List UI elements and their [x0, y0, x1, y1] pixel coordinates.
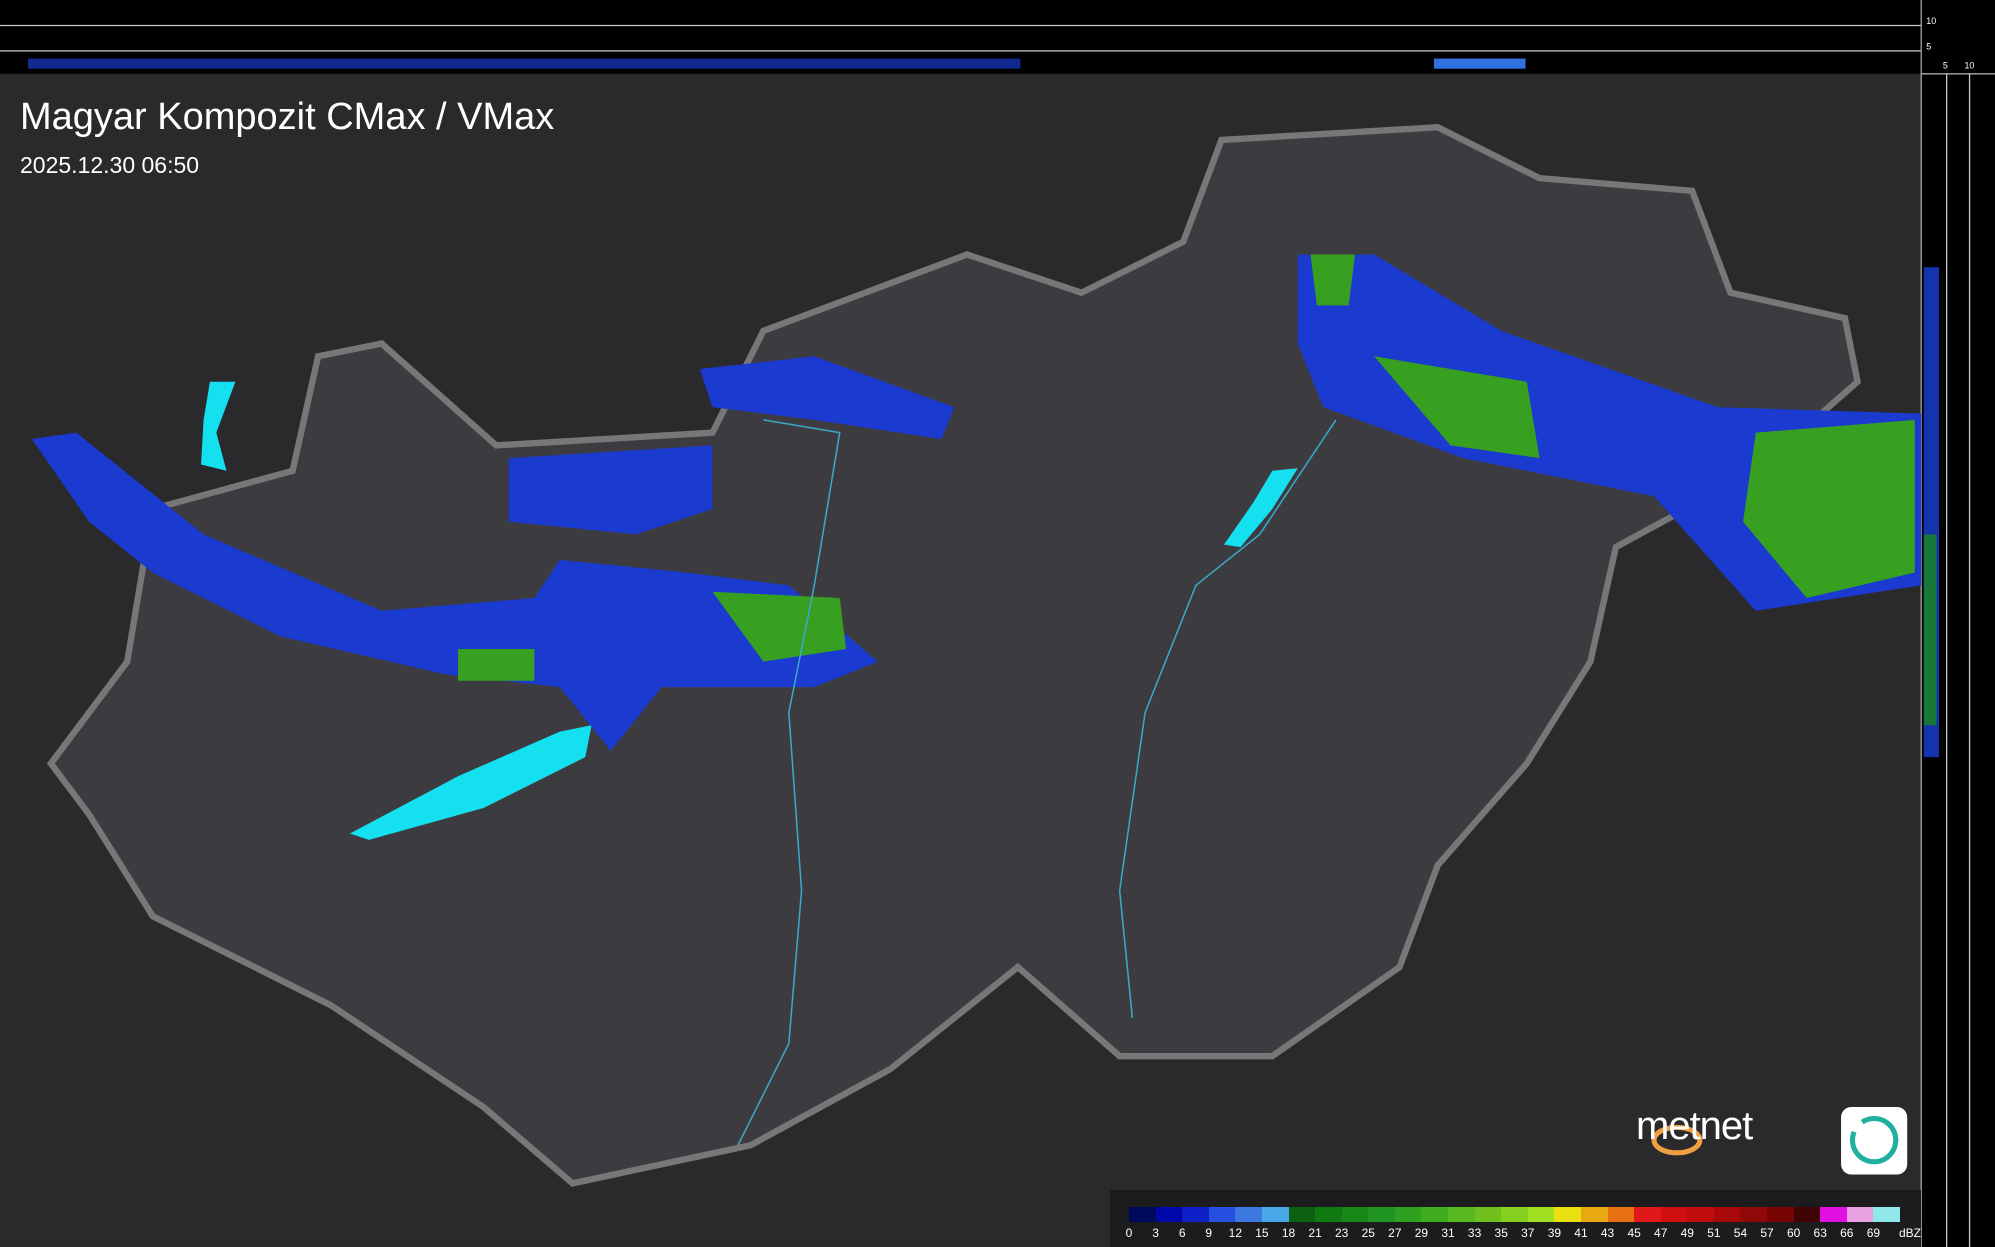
legend-label: 27	[1388, 1226, 1402, 1240]
legend-swatch	[1288, 1207, 1316, 1222]
legend-swatch	[1235, 1207, 1263, 1222]
legend-label: 29	[1414, 1226, 1429, 1240]
legend-swatch	[1129, 1207, 1157, 1222]
legend-swatch	[1554, 1207, 1582, 1222]
legend-label: 31	[1441, 1226, 1455, 1240]
metnet-sun-icon	[1651, 1124, 1703, 1156]
legend-swatch	[1527, 1207, 1555, 1222]
legend-swatch	[1793, 1207, 1821, 1222]
legend-swatch	[1155, 1207, 1183, 1222]
radar-echoes	[31, 254, 1922, 751]
legend-label: 18	[1281, 1226, 1296, 1240]
legend-swatch	[1580, 1207, 1609, 1222]
legend-label: 33	[1467, 1226, 1482, 1240]
legend-swatch	[1368, 1207, 1396, 1222]
map-title: Magyar Kompozit CMax / VMax	[20, 96, 555, 138]
legend-label: 49	[1680, 1226, 1694, 1240]
legend-label: 21	[1308, 1226, 1322, 1240]
dbz-legend: 0 3 6 9 12 15 18 21 23 25 27 29 31 33 35 37 39 41 43 45 47 49…	[1110, 1190, 1921, 1247]
timestamp: 2025.12.30 06:50	[20, 152, 200, 178]
legend-swatch	[1873, 1207, 1901, 1222]
legend-swatch	[1448, 1207, 1476, 1222]
metnet-logo: metnet	[1636, 1104, 1753, 1148]
legend-label: 41	[1574, 1226, 1588, 1240]
legend-label: 12	[1228, 1226, 1243, 1240]
legend-label: 6	[1178, 1226, 1186, 1240]
legend-label: 3	[1152, 1226, 1159, 1240]
legend-label: 47	[1654, 1226, 1668, 1240]
legend-swatch	[1208, 1207, 1236, 1222]
legend-swatch	[1687, 1207, 1715, 1222]
side-axis-tick: 10	[1964, 61, 1974, 71]
legend-swatch	[1261, 1207, 1289, 1222]
legend-swatch	[1634, 1207, 1662, 1222]
legend-label: 66	[1840, 1226, 1854, 1240]
rivers	[737, 419, 1337, 1146]
legend-label: 39	[1547, 1226, 1562, 1240]
legend-label: 23	[1335, 1226, 1349, 1240]
legend-swatch	[1820, 1207, 1848, 1222]
side-axis-tick: 5	[1943, 61, 1948, 71]
legend-label: 69	[1866, 1226, 1881, 1240]
legend-label: 51	[1707, 1226, 1721, 1240]
legend-swatch	[1501, 1207, 1529, 1222]
legend-label: 60	[1786, 1226, 1801, 1240]
legend-label: 15	[1255, 1226, 1269, 1240]
legend-swatch	[1421, 1207, 1449, 1222]
legend-label: 9	[1205, 1226, 1213, 1240]
legend-label: 57	[1760, 1226, 1774, 1240]
top-axis-tick: 5	[1926, 42, 1931, 52]
legend-swatch	[1474, 1207, 1502, 1222]
legend-swatch	[1607, 1207, 1635, 1222]
legend-swatch	[1713, 1207, 1741, 1222]
legend-swatch	[1182, 1207, 1210, 1222]
legend-swatch	[1660, 1207, 1688, 1222]
legend-label: 54	[1733, 1226, 1748, 1240]
legend-swatch	[1846, 1207, 1874, 1222]
legend-label: 35	[1494, 1226, 1508, 1240]
legend-swatch	[1315, 1207, 1343, 1222]
lake-balaton	[349, 725, 592, 840]
top-axis-tick: 10	[1926, 16, 1936, 26]
legend-swatch	[1740, 1207, 1768, 1222]
legend-label: 43	[1600, 1226, 1615, 1240]
legend-swatch	[1394, 1207, 1422, 1222]
legend-label: 45	[1627, 1226, 1641, 1240]
legend-unit: dBZ	[1898, 1226, 1922, 1240]
legend-swatch	[1767, 1207, 1795, 1222]
legend-label: 63	[1813, 1226, 1827, 1240]
legend-label: 37	[1521, 1226, 1535, 1240]
legend-label: 0	[1125, 1226, 1133, 1240]
legend-label: 25	[1361, 1226, 1375, 1240]
legend-swatch	[1341, 1207, 1369, 1222]
